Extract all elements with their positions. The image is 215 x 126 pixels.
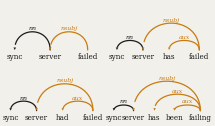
Text: sync: sync <box>106 114 122 122</box>
Text: nn: nn <box>120 99 128 104</box>
Text: nsubj: nsubj <box>60 26 78 31</box>
Text: nsubj: nsubj <box>163 18 180 23</box>
Text: failed: failed <box>83 114 103 122</box>
Text: had: had <box>56 114 69 122</box>
Text: has: has <box>163 53 175 61</box>
Text: failed: failed <box>77 53 98 61</box>
Text: server: server <box>131 53 154 61</box>
Text: nn: nn <box>20 96 28 101</box>
Text: server: server <box>39 53 62 61</box>
Text: been: been <box>165 114 183 122</box>
Text: nsubj: nsubj <box>56 78 73 83</box>
Text: has: has <box>148 114 161 122</box>
Text: sync: sync <box>109 53 125 61</box>
Text: aux: aux <box>172 89 183 94</box>
Text: aux: aux <box>72 96 83 101</box>
Text: aux: aux <box>178 35 190 40</box>
Text: nn: nn <box>28 26 36 31</box>
Text: sync: sync <box>2 114 19 122</box>
Text: aux: aux <box>182 99 193 104</box>
Text: server: server <box>25 114 48 122</box>
Text: nsubj: nsubj <box>158 76 176 81</box>
Text: nn: nn <box>126 35 134 40</box>
Text: failed: failed <box>189 53 209 61</box>
Text: failing: failing <box>189 114 212 122</box>
Text: sync: sync <box>6 53 23 61</box>
Text: server: server <box>122 114 145 122</box>
